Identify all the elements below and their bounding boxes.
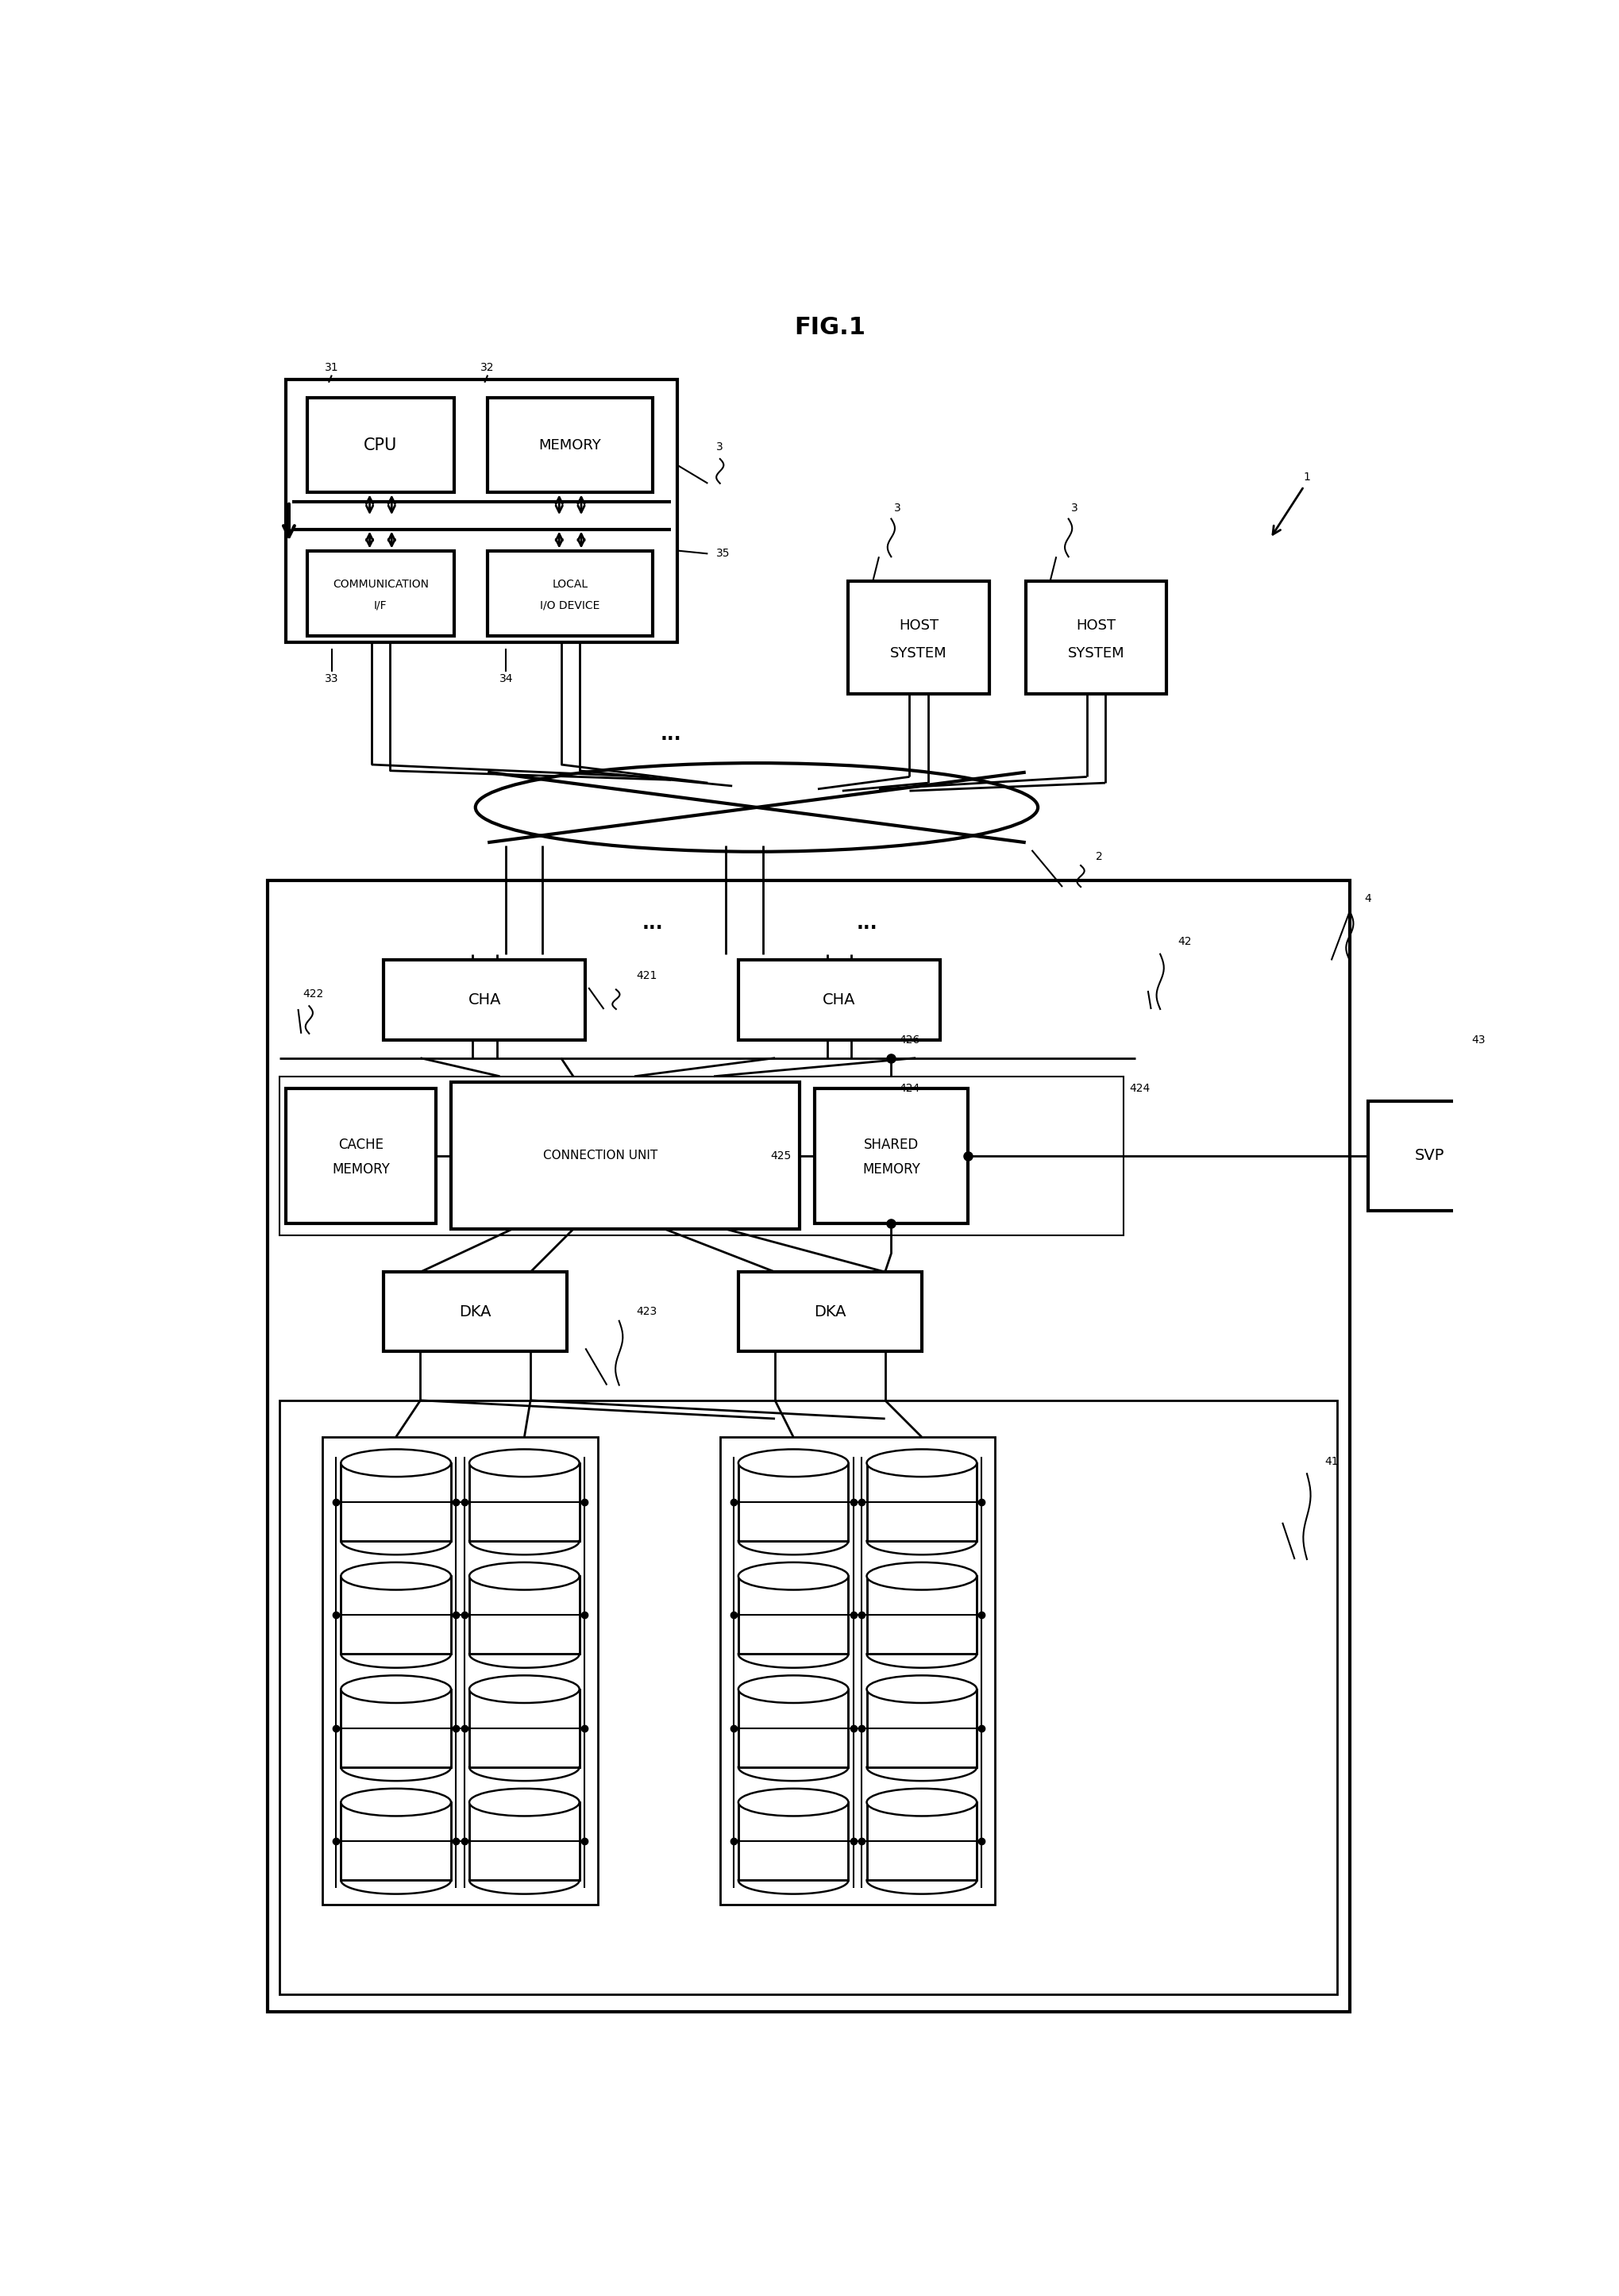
Bar (470, 1463, 580, 1541)
Bar (487, 551, 652, 636)
Text: 423: 423 (636, 1306, 657, 1318)
Text: CHA: CHA (468, 992, 502, 1008)
Text: FIG.1: FIG.1 (793, 317, 866, 340)
Text: 421: 421 (636, 969, 657, 980)
Text: 426: 426 (899, 1033, 920, 1045)
Text: MEMORY: MEMORY (863, 1162, 920, 1176)
Text: MEMORY: MEMORY (539, 439, 602, 452)
Ellipse shape (470, 1789, 580, 1816)
Text: 1: 1 (1303, 471, 1310, 482)
Bar (470, 1575, 580, 1653)
Text: CPU: CPU (364, 436, 398, 452)
Text: 2: 2 (1096, 852, 1103, 861)
Ellipse shape (738, 1449, 848, 1476)
Bar (342, 1575, 452, 1653)
Ellipse shape (470, 1449, 580, 1476)
Bar (866, 1690, 976, 1768)
Bar (720, 1437, 996, 1906)
Text: 31: 31 (325, 363, 338, 372)
Text: ...: ... (856, 914, 877, 932)
Bar (308, 397, 453, 494)
Bar (866, 1575, 976, 1653)
Text: ...: ... (643, 914, 664, 932)
Text: 3: 3 (717, 441, 724, 452)
Bar (342, 1802, 452, 1880)
Bar (848, 581, 989, 693)
Text: 43: 43 (1472, 1033, 1485, 1045)
Bar (470, 1802, 580, 1880)
Text: LOCAL: LOCAL (552, 579, 588, 590)
Text: 34: 34 (499, 673, 513, 684)
Bar (738, 1272, 921, 1352)
Text: SVP: SVP (1415, 1148, 1444, 1164)
Bar (738, 1575, 848, 1653)
Text: 33: 33 (325, 673, 338, 684)
Bar (452, 1081, 800, 1228)
Ellipse shape (342, 1676, 452, 1704)
Text: 41: 41 (1324, 1456, 1339, 1467)
Ellipse shape (342, 1561, 452, 1589)
Text: HOST: HOST (899, 618, 939, 634)
Text: SHARED: SHARED (863, 1137, 918, 1153)
Text: DKA: DKA (814, 1304, 847, 1320)
Ellipse shape (342, 1449, 452, 1476)
Bar (287, 1088, 436, 1224)
Ellipse shape (738, 1789, 848, 1816)
Ellipse shape (470, 1676, 580, 1704)
Bar (738, 960, 941, 1040)
Text: 3: 3 (1072, 503, 1078, 514)
Bar (738, 1463, 848, 1541)
Bar (487, 397, 652, 494)
Text: 4: 4 (1365, 893, 1371, 905)
Bar (866, 1463, 976, 1541)
Bar (280, 1401, 1337, 1995)
Ellipse shape (866, 1789, 976, 1816)
Bar (342, 1463, 452, 1541)
Text: 32: 32 (481, 363, 495, 372)
Text: 3: 3 (894, 503, 900, 514)
Bar (738, 1802, 848, 1880)
Ellipse shape (470, 1561, 580, 1589)
Ellipse shape (738, 1561, 848, 1589)
Text: DKA: DKA (460, 1304, 492, 1320)
Bar (1026, 581, 1166, 693)
Text: 425: 425 (771, 1150, 792, 1162)
Text: 42: 42 (1177, 937, 1192, 948)
Bar (384, 960, 586, 1040)
Text: I/O DEVICE: I/O DEVICE (541, 599, 601, 611)
Bar (342, 1690, 452, 1768)
Bar (866, 1802, 976, 1880)
Bar (814, 1088, 968, 1224)
Bar (267, 882, 1350, 2011)
Ellipse shape (738, 1676, 848, 1704)
Text: CHA: CHA (822, 992, 856, 1008)
Bar (1368, 1100, 1491, 1210)
Ellipse shape (866, 1561, 976, 1589)
Bar (308, 551, 453, 636)
Text: ...: ... (661, 726, 682, 744)
Bar (322, 1437, 597, 1906)
Bar (384, 1272, 567, 1352)
Text: COMMUNICATION: COMMUNICATION (332, 579, 429, 590)
Text: SYSTEM: SYSTEM (890, 645, 947, 661)
Text: 422: 422 (303, 987, 324, 999)
Ellipse shape (476, 762, 1038, 852)
Ellipse shape (866, 1676, 976, 1704)
Bar (280, 1077, 1124, 1235)
Ellipse shape (342, 1789, 452, 1816)
Bar (738, 1690, 848, 1768)
Text: 35: 35 (716, 549, 730, 560)
Text: CONNECTION UNIT: CONNECTION UNIT (544, 1150, 657, 1162)
Text: 424: 424 (1130, 1084, 1151, 1095)
Bar (287, 379, 677, 643)
Text: SYSTEM: SYSTEM (1067, 645, 1125, 661)
Text: 424: 424 (899, 1084, 920, 1095)
Text: MEMORY: MEMORY (332, 1162, 390, 1176)
Text: HOST: HOST (1077, 618, 1115, 634)
Text: CACHE: CACHE (338, 1137, 384, 1153)
Text: I/F: I/F (374, 599, 387, 611)
Bar (470, 1690, 580, 1768)
Ellipse shape (866, 1449, 976, 1476)
